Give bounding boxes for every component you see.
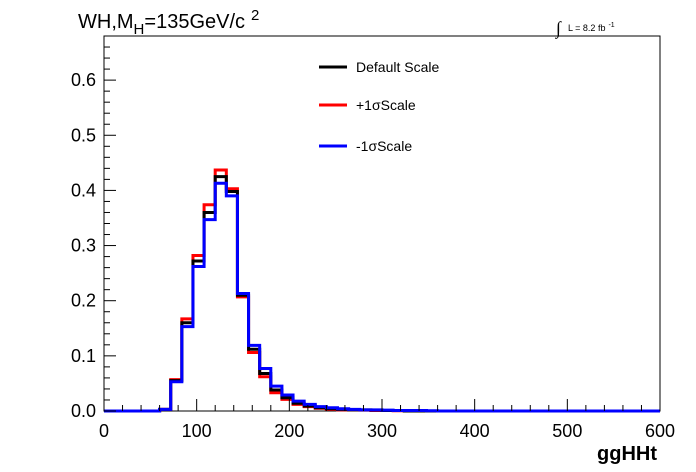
x-tick-label: 200	[274, 421, 304, 441]
title-rest: =135GeV/c	[144, 11, 245, 33]
x-tick-label: 0	[99, 421, 109, 441]
lumi-text: L = 8.2 fb	[568, 23, 605, 33]
legend-label: +1σScale	[356, 97, 416, 113]
axis-layer: 0 100 200 300 400 500 600 0.0 0.1 0.2 0.3 0.4 0.5 0.6	[71, 35, 675, 441]
y-tick-label: 0.5	[71, 125, 96, 145]
title-subscript: H	[134, 21, 145, 38]
series-line	[104, 181, 660, 413]
x-tick-label: 100	[182, 421, 212, 441]
x-tick-label: 300	[367, 421, 397, 441]
x-axis-label: ggHHt	[597, 443, 657, 465]
lumi-superscript: -1	[608, 22, 614, 29]
title-main: WH,M	[78, 11, 134, 33]
title-superscript: 2	[251, 7, 259, 24]
y-tick-label: 0.0	[71, 401, 96, 421]
legend-label: Default Scale	[356, 59, 439, 75]
chart-title: WH,MH=135GeV/c 2	[78, 7, 259, 38]
legend: Default Scale +1σScale -1σScale	[319, 59, 439, 154]
lumi-label: L = 8.2 fb -1	[568, 22, 615, 33]
x-tick-label: 500	[552, 421, 582, 441]
y-tick-label: 0.4	[71, 180, 96, 200]
x-tick-label: 400	[460, 421, 490, 441]
y-tick-label: 0.2	[71, 291, 96, 311]
x-tick-label: 600	[645, 421, 675, 441]
y-tick-label: 0.3	[71, 236, 96, 256]
legend-label: -1σScale	[356, 138, 412, 154]
y-tick-label: 0.6	[71, 70, 96, 90]
lumi-integral: ∫	[555, 18, 562, 39]
y-tick-label: 0.1	[71, 346, 96, 366]
